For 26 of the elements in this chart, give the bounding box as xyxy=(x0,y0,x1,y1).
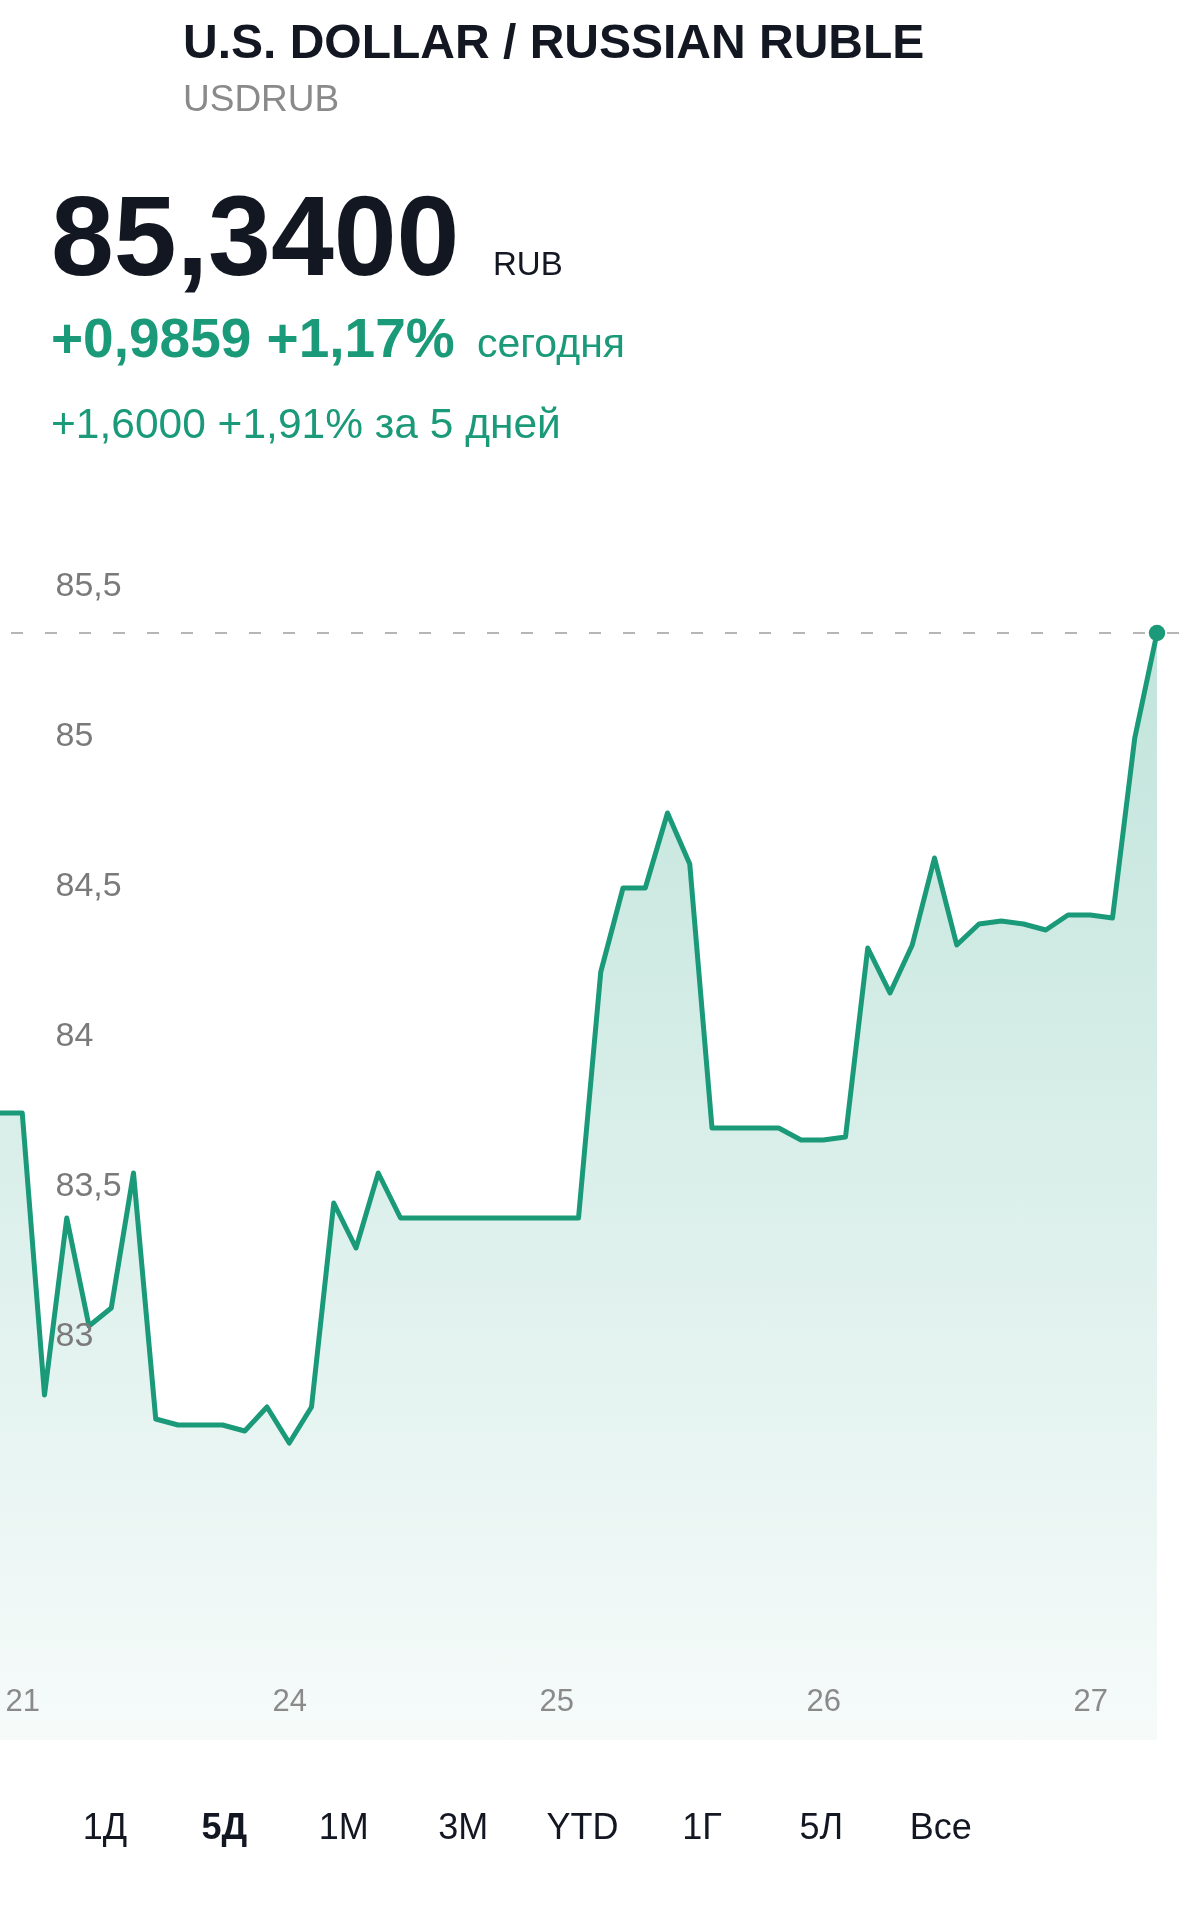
annotation: 3М xyxy=(438,1806,489,1847)
annotation: +0,9859 +1,17% xyxy=(51,307,455,369)
annotation: RUB xyxy=(493,245,563,282)
y-tick-label: 85,5 xyxy=(55,564,122,603)
annotation: 1Д xyxy=(82,1806,128,1847)
annotation: +1,6000 +1,91% за 5 дней xyxy=(51,400,561,447)
text: USDRUB xyxy=(183,78,340,119)
x-tick-label: 21 xyxy=(5,1682,40,1718)
chart-title: U.S. DOLLAR / RUSSIAN RUBLE xyxy=(183,15,925,68)
annotation: Все xyxy=(909,1806,972,1847)
x-tick-label: 26 xyxy=(806,1682,841,1718)
annotation: 85,3400 xyxy=(51,173,460,299)
x-tick-label: 25 xyxy=(539,1682,574,1718)
y-tick-label: 85 xyxy=(55,714,94,753)
y-tick-label: 83 xyxy=(55,1314,94,1353)
annotation: 1М xyxy=(318,1806,369,1847)
y-tick-label: 83,5 xyxy=(55,1164,122,1203)
y-tick-label: 84 xyxy=(55,1014,94,1053)
annotation: 1Г xyxy=(682,1806,722,1847)
y-tick-label: 84,5 xyxy=(55,864,122,903)
annotation: YTD xyxy=(546,1806,619,1847)
annotation: 5Л xyxy=(799,1806,844,1847)
annotation: 5Д xyxy=(201,1806,248,1847)
annotation: сегодня xyxy=(477,320,626,366)
x-tick-label: 24 xyxy=(272,1682,307,1718)
x-tick-label: 27 xyxy=(1073,1682,1108,1718)
